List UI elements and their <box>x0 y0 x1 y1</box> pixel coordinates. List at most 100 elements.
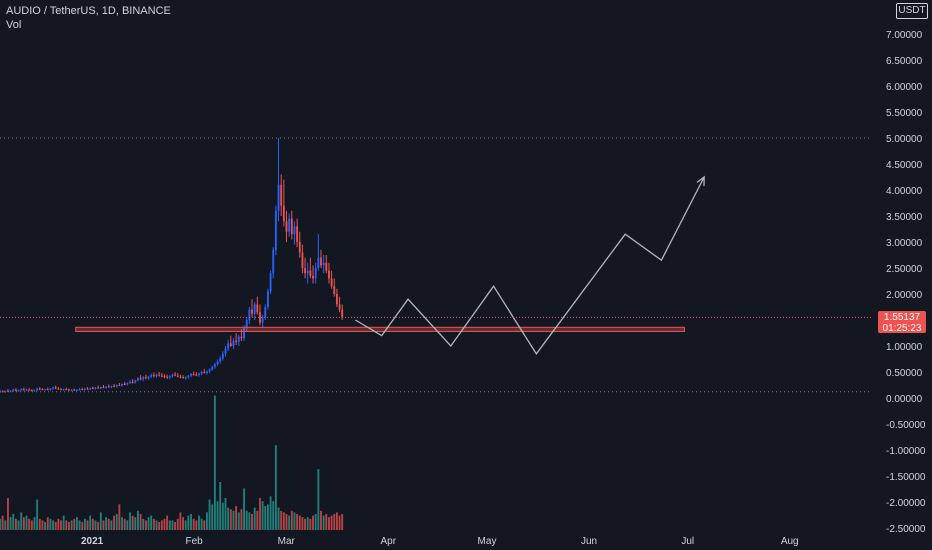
candle-body <box>44 389 47 391</box>
candle-body <box>227 343 230 349</box>
candle-body <box>147 376 150 379</box>
x-tick-label: Feb <box>186 536 204 547</box>
candle-body <box>22 389 25 391</box>
candle-body <box>277 184 280 211</box>
volume-bar <box>28 518 31 530</box>
candle-body <box>301 252 304 268</box>
volume-bar <box>224 498 227 530</box>
candle-body <box>288 218 291 232</box>
y-tick-label: 3.00000 <box>886 238 923 249</box>
volume-bar <box>115 514 118 530</box>
candles <box>0 138 344 393</box>
support-zone <box>75 326 685 332</box>
volume-bar <box>121 517 123 530</box>
x-tick-label: Apr <box>381 536 397 547</box>
candle-body <box>333 286 336 294</box>
candle-body <box>240 336 243 339</box>
volume-bar <box>131 515 134 530</box>
volume-bar <box>312 515 314 530</box>
volume-bar <box>22 517 25 530</box>
candle-body <box>205 371 208 374</box>
volume-bar <box>182 517 184 530</box>
candle-body <box>25 389 28 391</box>
candle-body <box>190 374 192 376</box>
candle-body <box>4 390 7 392</box>
volume-bar <box>243 488 245 530</box>
volume-bar <box>57 518 60 530</box>
y-tick-label: 0.00000 <box>886 394 923 405</box>
volume-bar <box>54 522 57 530</box>
volume-bar <box>296 514 299 530</box>
volume-label: Vol <box>6 19 22 31</box>
volume-bar <box>213 395 216 530</box>
candle-body <box>14 389 17 391</box>
volume-bar <box>245 510 248 530</box>
y-tick-label: 7.00000 <box>886 30 923 41</box>
x-tick-label: 2021 <box>81 536 104 547</box>
candle-body <box>232 340 235 346</box>
volume-bar <box>73 518 76 530</box>
volume-bar <box>110 520 113 530</box>
y-tick-label: 6.50000 <box>886 56 923 67</box>
candle-body <box>184 377 187 379</box>
volume-bar <box>264 506 267 530</box>
volume-bar <box>25 515 28 530</box>
candle-body <box>192 374 195 376</box>
candle-body <box>219 358 222 362</box>
volume-bar <box>91 518 94 530</box>
candle-body <box>179 376 182 378</box>
x-tick-label: May <box>478 536 497 547</box>
candle-body <box>208 369 211 372</box>
volume-bar <box>166 515 169 530</box>
y-tick-label: -2.50000 <box>886 524 926 535</box>
candle-body <box>91 388 94 390</box>
volume-bar <box>118 504 121 530</box>
candle-body <box>171 374 174 377</box>
volume-bar <box>144 520 147 530</box>
candle-body <box>174 374 177 376</box>
candle-body <box>213 364 216 367</box>
candle-body <box>139 378 142 380</box>
y-tick-label: 2.50000 <box>886 264 923 275</box>
candle-body <box>256 304 259 313</box>
volume-bar <box>97 522 100 530</box>
candle-body <box>115 385 118 387</box>
volume-bar <box>320 510 322 530</box>
y-tick-label: -2.00000 <box>886 498 926 509</box>
volume-bar <box>76 517 78 530</box>
candle-body <box>70 389 73 391</box>
volume-bar <box>235 506 238 530</box>
candle-body <box>224 348 227 354</box>
volume-bar <box>158 522 161 530</box>
candle-body <box>243 327 245 339</box>
candle-body <box>203 372 206 374</box>
candle-body <box>81 389 84 391</box>
candle-body <box>97 387 100 389</box>
volume-bar <box>314 514 317 530</box>
candle-body <box>99 387 102 389</box>
currency-label[interactable]: USDT <box>896 3 928 19</box>
x-tick-label: Aug <box>781 536 799 547</box>
volume-bar <box>1 515 4 530</box>
candle-body <box>229 343 232 346</box>
volume-bar <box>0 518 1 530</box>
candle-body <box>221 353 224 359</box>
x-tick-label: Jul <box>681 536 694 547</box>
volume-bar <box>192 518 195 530</box>
volume-bar <box>52 520 54 530</box>
candle-body <box>134 380 137 383</box>
candle-body <box>274 210 277 250</box>
volume-bar <box>187 515 190 530</box>
volume-bar <box>9 517 12 530</box>
candle-body <box>280 184 283 206</box>
volume-bar <box>129 512 131 530</box>
volume-bar <box>155 520 158 530</box>
volume-bar <box>200 518 203 530</box>
volume-bar <box>41 520 44 530</box>
candle-body <box>251 309 253 314</box>
candle-body <box>30 390 33 392</box>
volume-bar <box>293 512 296 530</box>
candle-body <box>102 387 105 389</box>
volume-bar <box>139 514 142 530</box>
